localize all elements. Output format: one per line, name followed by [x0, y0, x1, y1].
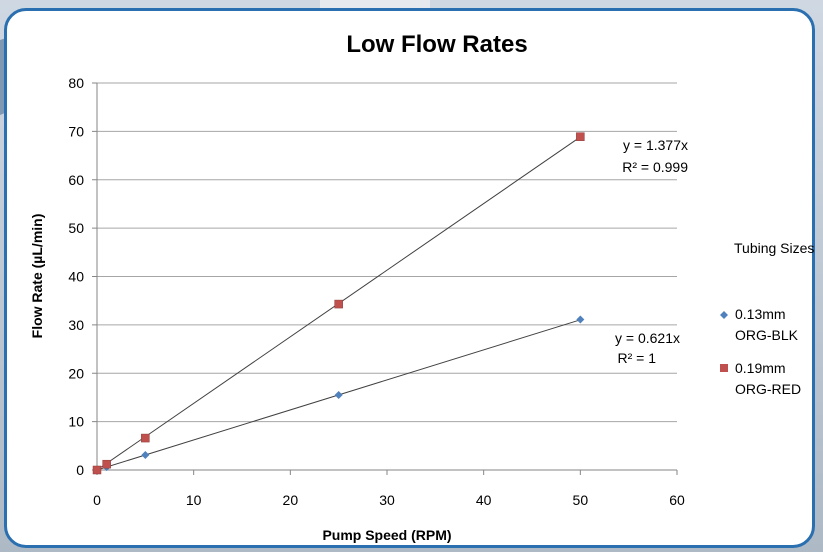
- chart-panel: [4, 8, 815, 548]
- data-point-series-0-3: [334, 391, 343, 400]
- data-point-series-1-1: [102, 459, 111, 469]
- legend-marker-diamond: [720, 311, 728, 319]
- x-tick-label: 40: [476, 492, 492, 508]
- y-tick-label: 50: [68, 220, 84, 236]
- x-tick-label: 60: [669, 492, 685, 508]
- legend-entry-0-line2: ORG-BLK: [735, 327, 799, 343]
- y-tick-label: 30: [68, 317, 84, 333]
- y-axis-label: Flow Rate (µL/min): [29, 214, 45, 339]
- x-tick-label: 20: [283, 492, 299, 508]
- chart-labels: 0 10 20 30 40 50 60 70 80 0 10 20 30 40 50 60: [68, 75, 685, 508]
- legend: Tubing Sizes 0.13mm ORG-BLK 0.19mm ORG-R…: [720, 240, 814, 397]
- legend-entry-1-line1: 0.19mm: [735, 360, 786, 376]
- trendline-equation-blue: y = 0.621x: [615, 330, 680, 346]
- trendline-r2-red: R² = 0.999: [622, 159, 688, 175]
- legend-entry-1-line2: ORG-RED: [735, 381, 801, 397]
- axes: [92, 82, 678, 475]
- trendline-r2-blue: R² = 1: [617, 350, 656, 366]
- y-tick-label: 70: [68, 123, 84, 139]
- data-point-series-1-3: [334, 299, 343, 309]
- x-axis-label: Pump Speed (RPM): [322, 527, 451, 543]
- chart-title: Low Flow Rates: [346, 31, 527, 58]
- data-point-series-1-0: [92, 465, 102, 475]
- data-point-series-1-4: [576, 132, 585, 141]
- y-tick-label: 10: [68, 414, 84, 430]
- x-tick-label: 30: [379, 492, 395, 508]
- x-tick-label: 50: [573, 492, 589, 508]
- x-tick-label: 0: [93, 492, 101, 508]
- trendline-equation-red: y = 1.377x: [623, 137, 688, 153]
- y-tick-label: 0: [76, 462, 84, 478]
- y-tick-label: 60: [68, 172, 84, 188]
- data-point-series-1-2: [141, 433, 150, 443]
- grid-lines: [97, 82, 677, 423]
- y-tick-label: 80: [68, 75, 84, 91]
- data-point-series-0-4: [576, 315, 585, 324]
- data-point-series-0-2: [141, 451, 150, 460]
- data-points: [92, 132, 585, 475]
- legend-title: Tubing Sizes: [734, 240, 814, 256]
- legend-entry-0-line1: 0.13mm: [735, 306, 786, 322]
- y-tick-label: 20: [68, 365, 84, 381]
- legend-marker-square: [720, 364, 728, 372]
- y-tick-label: 40: [68, 269, 84, 285]
- x-tick-label: 10: [186, 492, 202, 508]
